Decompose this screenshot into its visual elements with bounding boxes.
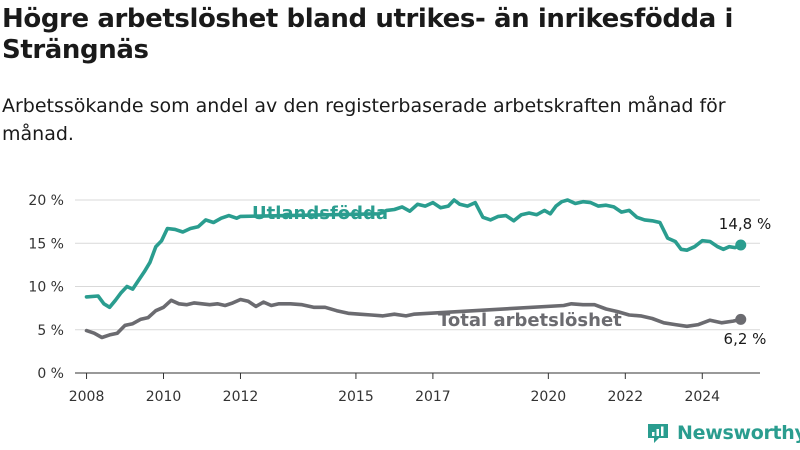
end-value-label-total-arbetsloshet: 6,2 % [724,330,767,348]
x-tick-label: 2012 [223,389,259,405]
series-line-total-arbetsloshet [84,297,743,340]
x-tick-label: 2022 [607,389,643,405]
end-value-label-utlandsfodda: 14,8 % [719,215,771,233]
x-tick-label: 2020 [531,389,567,405]
newsworthy-logo-icon [648,424,668,443]
end-point-utlandsfodda [735,239,747,251]
chart-title: Högre arbetslöshet bland utrikes- än inr… [2,4,734,65]
x-tick-label: 2017 [415,389,451,405]
end-point-total-arbetsloshet [735,313,747,325]
y-tick-label: 10 % [28,280,64,296]
x-tick-label: 2024 [684,389,720,405]
x-tick-label: 2008 [69,389,105,405]
y-tick-label: 0 % [37,366,64,382]
y-tick-label: 20 % [28,193,64,209]
y-tick-label: 15 % [28,236,64,252]
brand-name: Newsworthy [677,422,800,444]
chart-subtitle: Arbetssökande som andel av den registerb… [2,95,726,145]
series-label-total-arbetsloshet: Total arbetslöshet [438,310,622,331]
x-tick-label: 2010 [146,389,182,405]
series-label-utlandsfodda: Utlandsfödda [252,203,388,224]
x-tick-label: 2015 [338,389,374,405]
newsworthy-logo: Newsworthy [646,420,800,446]
series-line-utlandsfodda [84,198,743,310]
y-tick-label: 5 % [37,323,64,339]
